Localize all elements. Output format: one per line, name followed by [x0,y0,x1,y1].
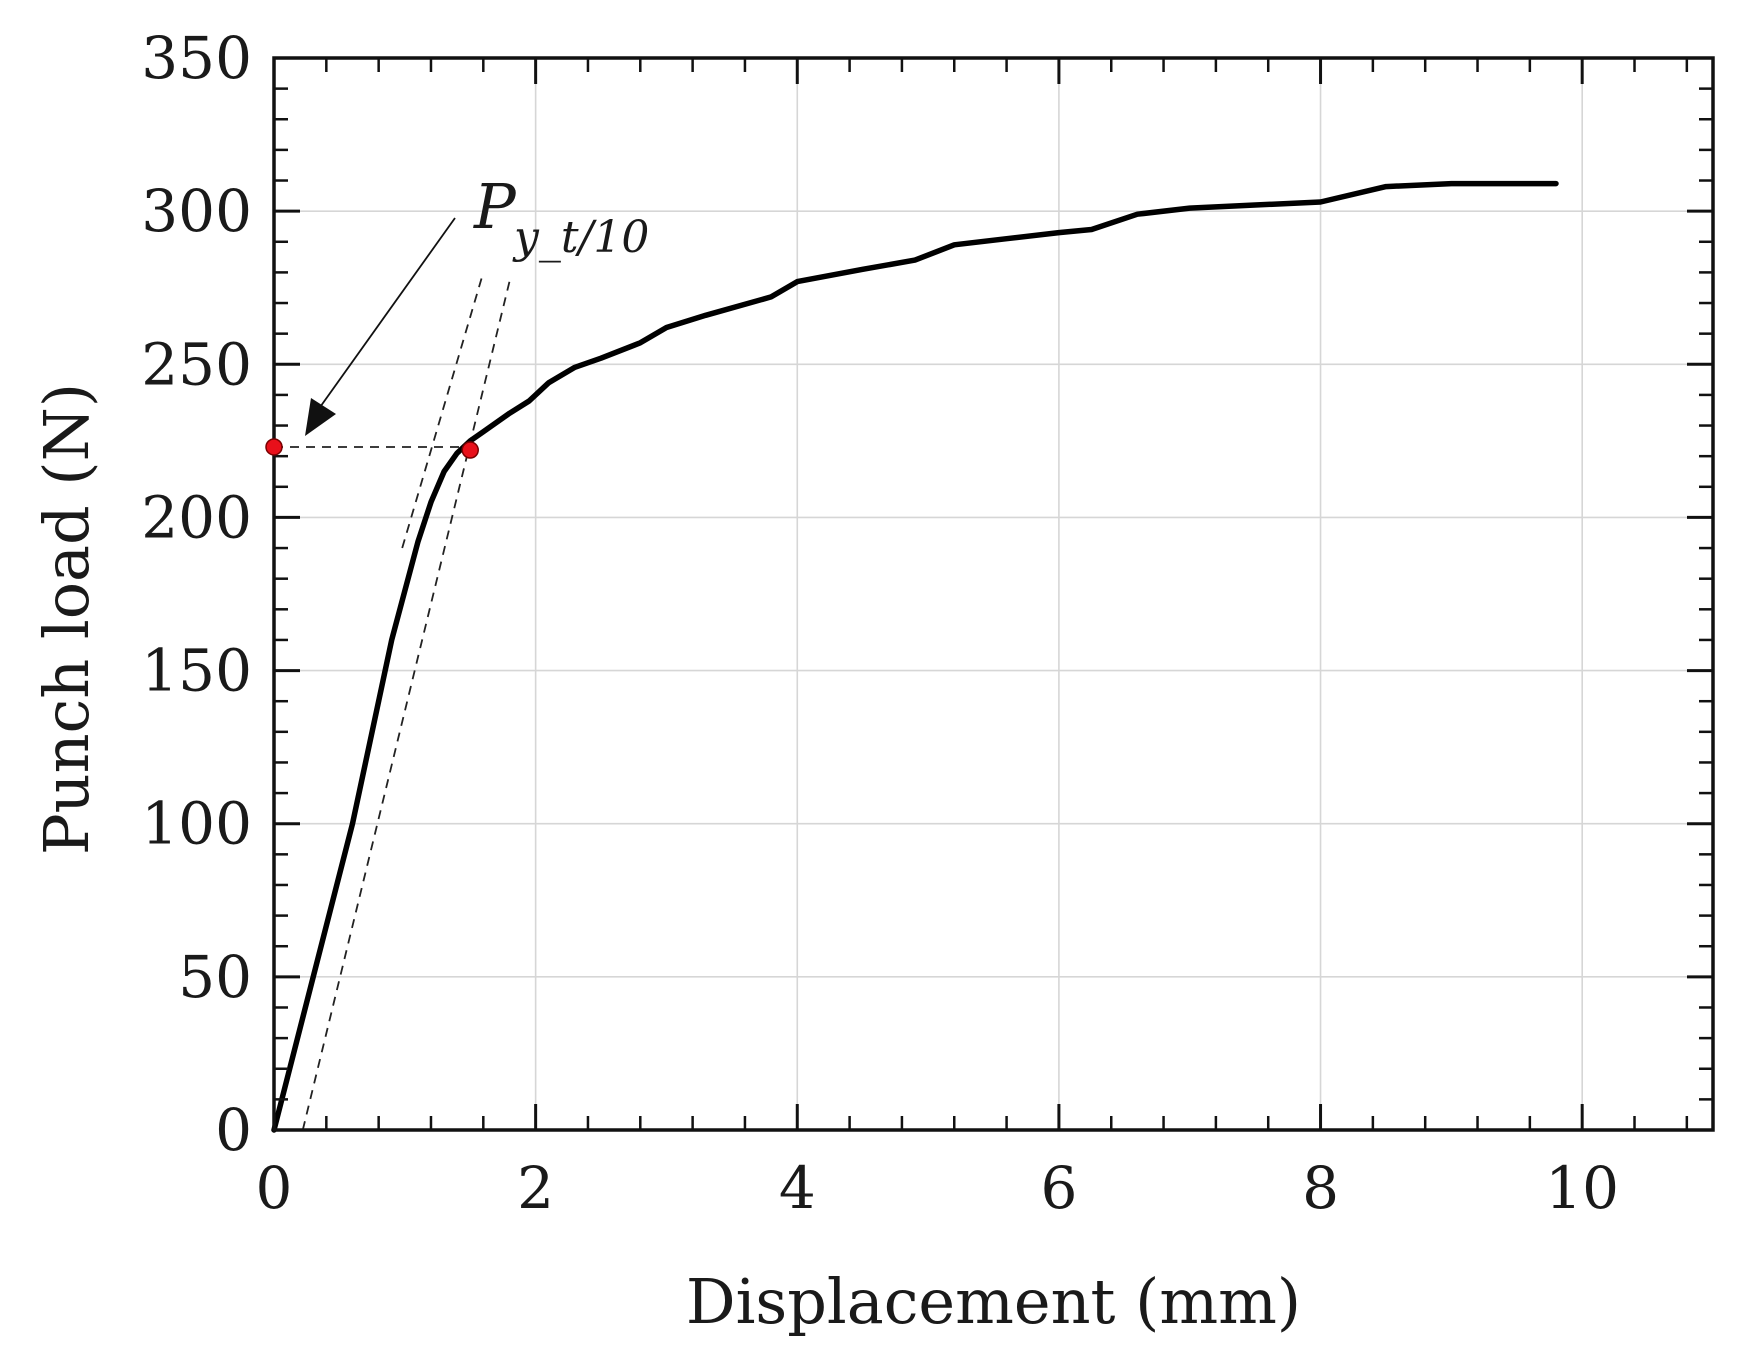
ticks-layer [272,56,1713,1132]
offset-dashed-line [301,281,511,1131]
y-tick-label: 0 [215,1096,252,1164]
x-tick-label: 8 [1302,1154,1339,1222]
y-tick-label: 250 [141,330,252,398]
annotation-layer: P y_t/10 [305,170,649,436]
y-tick-label: 100 [141,790,252,858]
yield-point-marker [461,441,479,459]
plot-frame [272,56,1715,1132]
y-axis-title: Punch load (N) [30,383,103,855]
annotation-arrow-head [305,398,336,436]
annotation-arrow-line [317,217,456,411]
y-tick-label: 350 [141,24,252,92]
series-layer [271,180,1559,1133]
annotation-label-sub: y_t/10 [512,212,649,263]
y-tick-label: 50 [178,943,252,1011]
y-tick-label: 150 [141,637,252,705]
x-tick-label: 6 [1040,1154,1077,1222]
annotation-label-main: P [473,170,517,243]
y-tick-label: 300 [141,177,252,245]
axes-layer [272,56,1715,1132]
load-displacement-curve [271,180,1559,1133]
x-axis-title: Displacement (mm) [686,1265,1301,1338]
offset-dashed-line [401,272,485,549]
x-tick-label: 0 [256,1154,293,1222]
yield-point-marker [265,438,283,456]
x-tick-label: 2 [517,1154,554,1222]
x-tick-label: 4 [779,1154,816,1222]
x-tick-label: 10 [1545,1154,1619,1222]
grid-layer [274,58,1713,1130]
marker-layer [265,438,479,459]
y-tick-label: 200 [141,483,252,551]
